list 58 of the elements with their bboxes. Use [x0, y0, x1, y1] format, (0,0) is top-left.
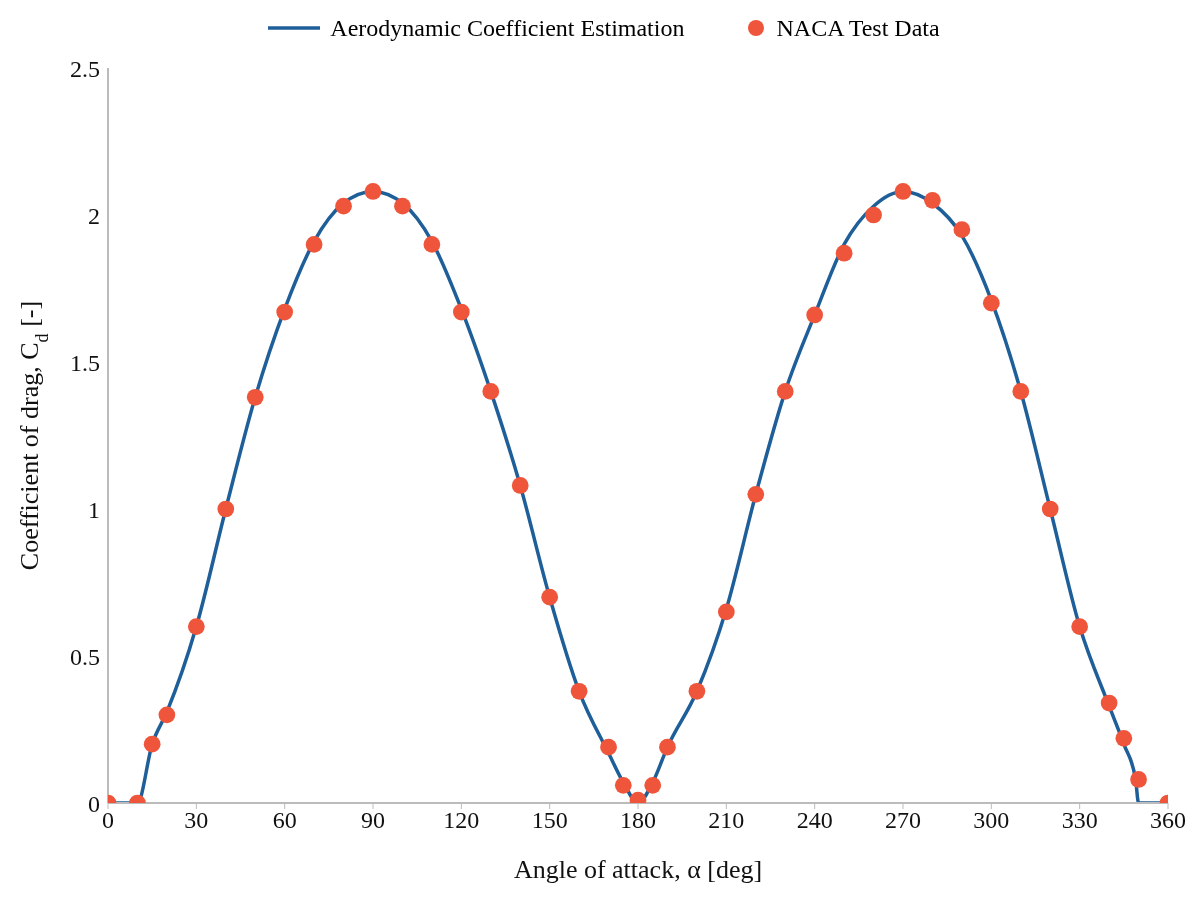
x-tick-label: 90	[361, 807, 385, 834]
point	[600, 738, 617, 756]
y-tick-label: 1.5	[70, 349, 100, 376]
x-tick-label: 300	[973, 807, 1010, 834]
point	[1071, 618, 1089, 635]
point	[614, 777, 632, 794]
point	[158, 706, 176, 724]
point	[865, 206, 882, 224]
x-tick-label: 210	[708, 807, 745, 834]
legend-label: NACA Test Data	[776, 14, 940, 42]
point	[1012, 383, 1030, 400]
point	[806, 306, 824, 324]
point	[924, 191, 941, 209]
point	[217, 500, 235, 518]
x-axis-title: Angle of attack, α [deg]	[513, 855, 763, 884]
point	[570, 682, 588, 700]
point	[688, 682, 706, 700]
point	[364, 183, 382, 200]
x-tick-label: 60	[272, 807, 297, 834]
point	[1115, 729, 1133, 747]
y-tick-label: 0.5	[70, 643, 100, 670]
point	[143, 735, 161, 753]
x-tick-label: 120	[443, 807, 480, 834]
point	[276, 303, 294, 321]
point	[335, 197, 352, 215]
point	[659, 738, 676, 756]
point	[452, 303, 470, 321]
point	[511, 477, 529, 494]
point	[953, 221, 971, 239]
point	[482, 383, 500, 400]
point	[776, 383, 794, 400]
point	[305, 236, 323, 253]
y-tick-label: 2	[88, 202, 100, 229]
y-tick-label: 0	[88, 790, 100, 817]
y-tick-label: 1	[88, 496, 100, 523]
legend-label: Aerodynamic Coefficient Estimation	[330, 14, 685, 42]
point	[246, 388, 264, 406]
point	[1041, 500, 1059, 518]
x-tick-label: 180	[620, 807, 656, 834]
point	[747, 485, 765, 503]
point	[1100, 694, 1118, 712]
x-tick-label: 30	[184, 807, 209, 834]
x-tick-label: 360	[1150, 807, 1186, 834]
point	[423, 236, 441, 253]
y-tick-label: 2.5	[70, 55, 100, 82]
point	[717, 603, 735, 621]
x-tick-label: 330	[1061, 807, 1098, 834]
point	[982, 294, 1000, 312]
point	[394, 197, 411, 215]
point	[1130, 771, 1147, 788]
x-tick-label: 240	[796, 807, 833, 834]
point	[894, 183, 912, 200]
x-tick-label: 270	[885, 807, 921, 834]
x-tick-label: 150	[531, 807, 568, 834]
point	[644, 777, 662, 794]
point	[187, 618, 205, 635]
point	[541, 588, 559, 606]
point	[835, 244, 853, 262]
